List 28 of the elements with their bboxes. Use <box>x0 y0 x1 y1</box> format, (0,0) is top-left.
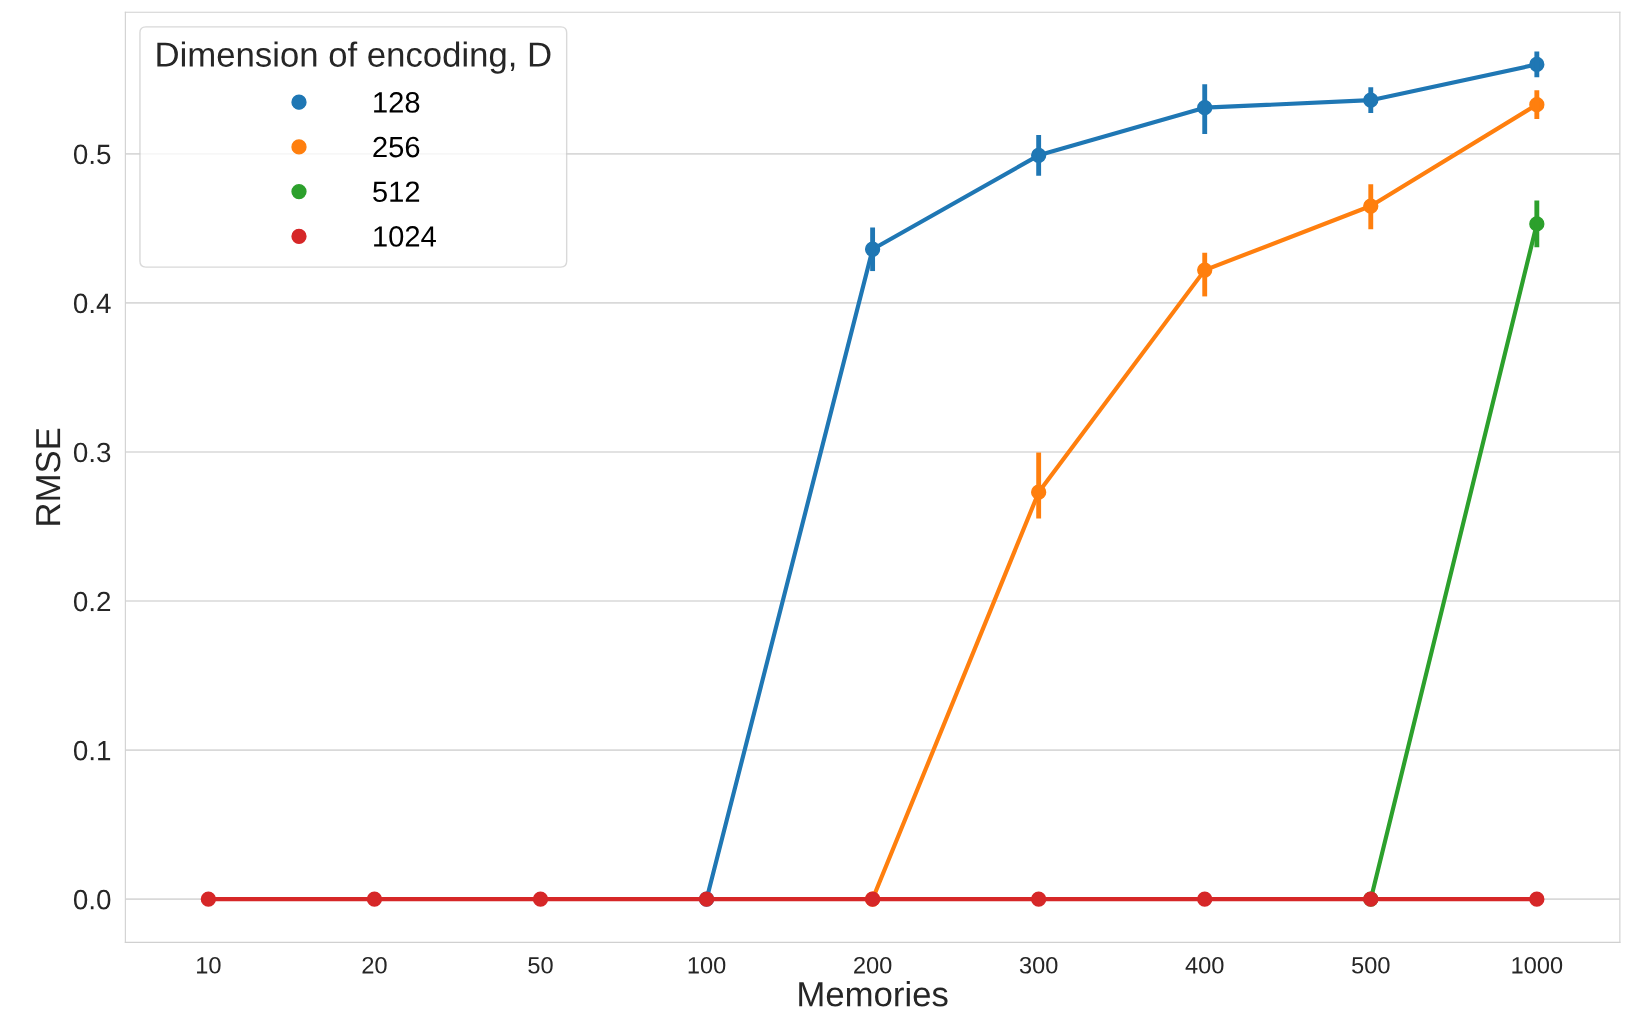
y-tick-label: 0.5 <box>73 144 111 165</box>
point <box>200 891 217 907</box>
y-tick-label: 0.0 <box>73 889 111 910</box>
x-tick-label: 50 <box>528 956 553 974</box>
y-axis-title: RMSE <box>35 428 61 525</box>
x-tick-label: 20 <box>362 956 387 974</box>
x-tick-label: 200 <box>854 956 892 974</box>
x-tick-label: 500 <box>1352 956 1390 974</box>
y-tick-label: 0.3 <box>73 442 111 463</box>
point <box>1529 891 1545 907</box>
x-tick-label: 300 <box>1019 956 1058 974</box>
x-tick-label: 1000 <box>1512 956 1563 974</box>
x-tick-label: 10 <box>197 956 221 974</box>
point <box>366 891 383 907</box>
y-tick-label: 0.4 <box>73 293 111 314</box>
y-tick-label: 0.1 <box>73 740 111 761</box>
legend-label: 512 <box>373 181 420 203</box>
legend-label: 128 <box>374 92 420 113</box>
legend-title: Dimension of encoding, D <box>157 41 551 74</box>
point <box>532 891 549 907</box>
x-tick-label: 100 <box>688 956 726 974</box>
legend-label: 1024 <box>374 226 436 247</box>
legend-label: 256 <box>373 136 420 158</box>
x-axis-title: Memories <box>799 981 948 1007</box>
point <box>1197 891 1213 907</box>
point <box>1031 891 1047 907</box>
y-tick-label: 0.2 <box>73 591 111 612</box>
x-tick-label: 400 <box>1185 956 1224 974</box>
